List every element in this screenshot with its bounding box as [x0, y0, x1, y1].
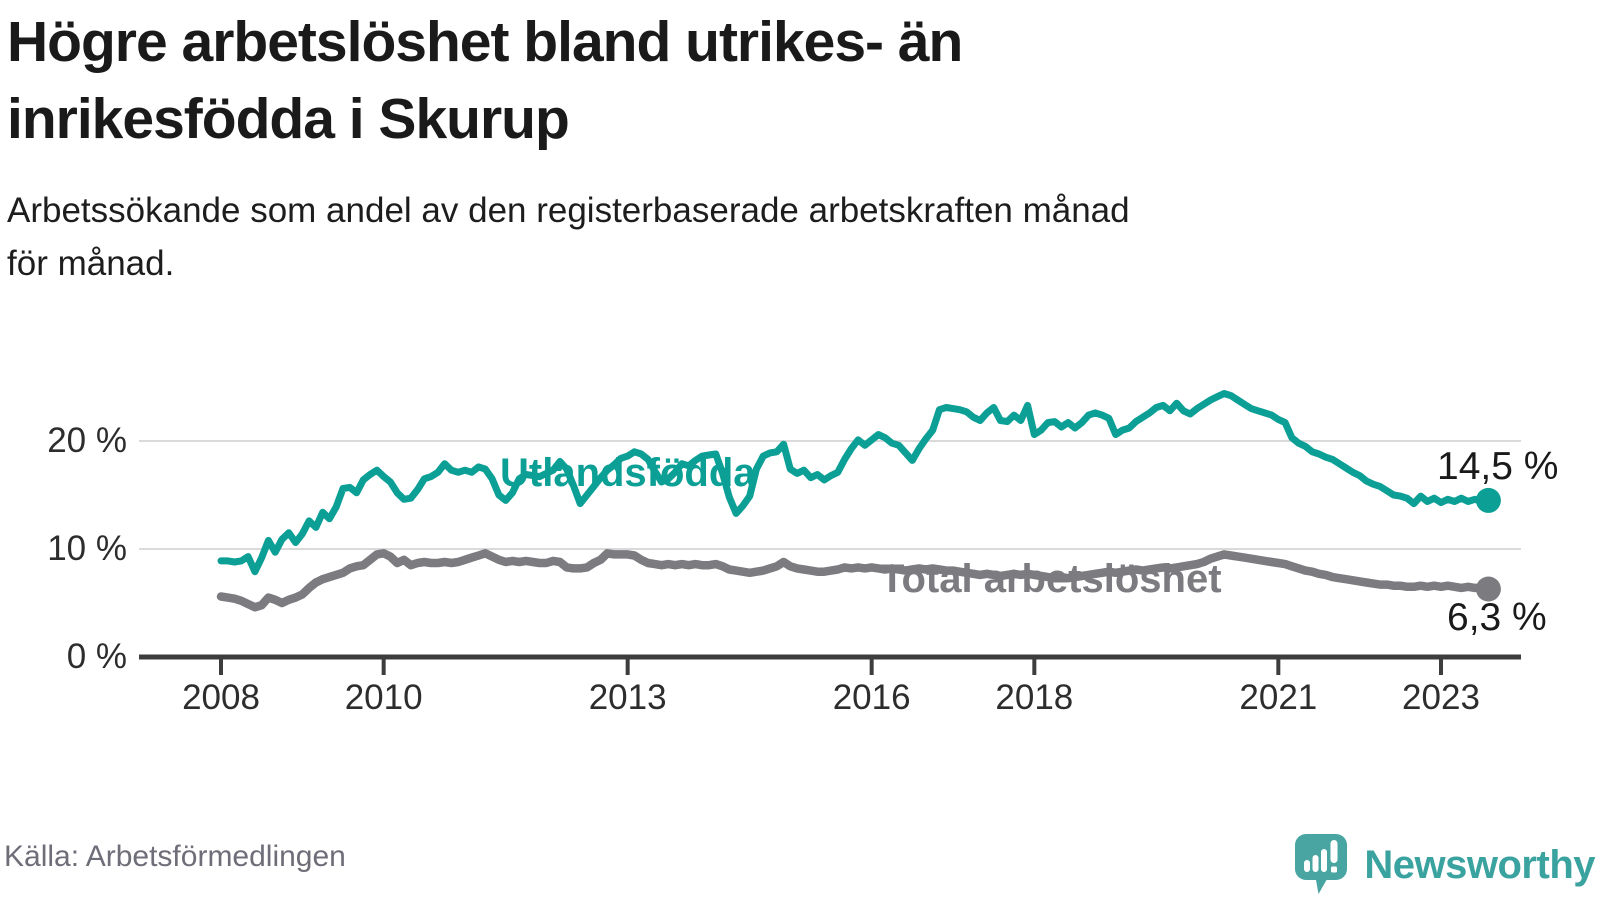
source-credit: Källa: Arbetsförmedlingen	[4, 840, 346, 873]
end-dot-total	[1475, 576, 1501, 602]
y-tick-label-0: 0 %	[67, 637, 127, 676]
newsworthy-icon	[1295, 834, 1348, 894]
bar-tall	[1321, 849, 1328, 872]
brand-name: Newsworthy	[1364, 842, 1595, 887]
end-dot-utlandsfodda	[1475, 487, 1501, 513]
x-tick-label-2008: 2008	[182, 678, 260, 717]
x-tick-label-2023: 2023	[1402, 678, 1480, 717]
series-lines	[216, 390, 1501, 612]
x-tick-label-2018: 2018	[995, 678, 1073, 717]
bar-small	[1304, 860, 1311, 872]
page-title: Högre arbetslöshet bland utrikes- än inr…	[7, 10, 963, 151]
series-label-utlandsfodda: Utlandsfödda	[500, 451, 756, 495]
exclamation-dot	[1331, 866, 1338, 873]
newsworthy-logo: Newsworthy	[1294, 833, 1595, 897]
gridlines	[139, 440, 1521, 550]
x-tick-label-2013: 2013	[589, 678, 667, 717]
x-tick-label-2021: 2021	[1239, 678, 1317, 717]
chart-annotations: 0 % 10 % 20 % Utlandsfödda Total arbetsl…	[47, 421, 1558, 676]
end-value-label-utlandsfodda: 14,5 %	[1437, 445, 1558, 488]
end-value-label-total: 6,3 %	[1447, 596, 1547, 639]
line-total	[216, 549, 1493, 612]
page-subtitle: Arbetssökande som andel av den registerb…	[7, 191, 1130, 283]
line-utlandsfodda	[217, 390, 1492, 576]
y-tick-label-20: 20 %	[47, 421, 127, 460]
bar-medium	[1312, 855, 1319, 872]
x-tick-label-2016: 2016	[833, 678, 911, 717]
x-axis: 2008 2010 2013 2016 2018 2021 2023	[139, 654, 1521, 717]
y-tick-label-10: 10 %	[47, 529, 127, 568]
exclamation-bar	[1330, 840, 1338, 863]
series-label-total: Total arbetslöshet	[880, 557, 1222, 601]
x-tick-label-2010: 2010	[345, 678, 423, 717]
